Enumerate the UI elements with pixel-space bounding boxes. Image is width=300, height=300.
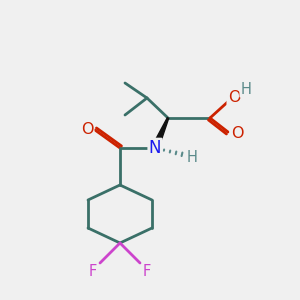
Text: H: H <box>187 149 197 164</box>
Text: F: F <box>143 265 151 280</box>
Text: O: O <box>81 122 93 136</box>
Text: N: N <box>149 139 161 157</box>
Text: H: H <box>241 82 251 97</box>
Text: F: F <box>89 265 97 280</box>
Text: O: O <box>231 125 243 140</box>
Polygon shape <box>152 118 169 149</box>
Text: O: O <box>228 89 240 104</box>
